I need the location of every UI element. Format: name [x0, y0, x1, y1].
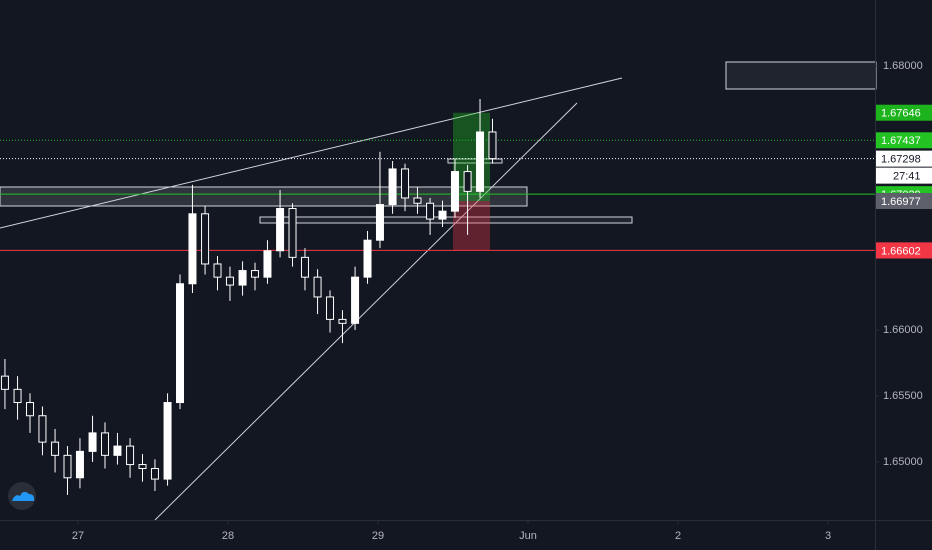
price-tag [876, 193, 932, 210]
candle-body [0, 375, 9, 390]
candle-body [176, 283, 185, 404]
candle-body [213, 263, 222, 278]
x-tick-label: 2 [675, 530, 681, 542]
price-tag-label: 1.67437 [881, 135, 921, 147]
x-tick-label: 29 [372, 530, 384, 542]
trend-line [154, 102, 578, 521]
y-tick-label: 1.65500 [883, 390, 923, 402]
candle-body [263, 250, 272, 278]
candle-body [251, 270, 260, 278]
candle-body [101, 432, 110, 456]
candle-body [326, 296, 335, 320]
price-tag-label: 1.67646 [881, 108, 921, 120]
candle-body [450, 171, 459, 212]
countdown-tag [876, 167, 932, 184]
x-tick-label: 3 [825, 530, 831, 542]
candle-body [276, 208, 285, 252]
candle-body [238, 270, 247, 286]
y-tick-label: 1.68000 [883, 60, 923, 72]
candle-body [463, 171, 472, 192]
candle-body [300, 256, 309, 278]
candle-body [388, 168, 397, 206]
candle-body [313, 276, 322, 298]
zone-box [725, 61, 877, 90]
price-tag [876, 132, 932, 149]
candle-body [88, 432, 97, 452]
candle-body [63, 454, 72, 479]
candle-body [413, 197, 422, 204]
candle-body [476, 131, 485, 192]
candle-body [75, 450, 84, 479]
price-tag [876, 242, 932, 259]
candle-body [438, 210, 447, 220]
price-tag [876, 150, 932, 167]
price-tag [876, 104, 932, 121]
candle-body [201, 213, 210, 265]
loss-zone [453, 201, 490, 251]
candle-body [338, 318, 347, 324]
candle-body [138, 464, 147, 470]
candle-body [163, 402, 172, 480]
candle-body [288, 208, 297, 258]
x-tick-label: 28 [222, 530, 234, 542]
y-tick-label: 1.65000 [883, 456, 923, 468]
candle-body [426, 202, 435, 220]
candle-body [488, 131, 497, 160]
candle-body [401, 168, 410, 199]
candle-body [375, 204, 384, 241]
logo [8, 482, 36, 510]
countdown-label: 27:41 [893, 171, 921, 183]
zone-box [0, 186, 528, 207]
logo-cloud [12, 491, 35, 501]
candle-body [51, 441, 60, 456]
price-tag-label: 1.66977 [881, 196, 921, 208]
candle-body [113, 445, 122, 456]
candle-body [363, 239, 372, 278]
price-tag-label: 1.67298 [881, 154, 921, 166]
candle-body [150, 468, 159, 480]
candle-body [26, 402, 35, 417]
x-tick-label: Jun [519, 530, 537, 542]
x-tick-label: 27 [72, 530, 84, 542]
candle-body [13, 388, 22, 404]
candle-body [351, 276, 360, 324]
candle-body [225, 276, 234, 286]
trend-line [0, 77, 623, 229]
y-tick-label: 1.66000 [883, 324, 923, 336]
candle-body [38, 415, 47, 443]
candle-body [126, 445, 135, 466]
price-tag-label: 1.66602 [881, 245, 921, 257]
candle-body [188, 213, 197, 285]
